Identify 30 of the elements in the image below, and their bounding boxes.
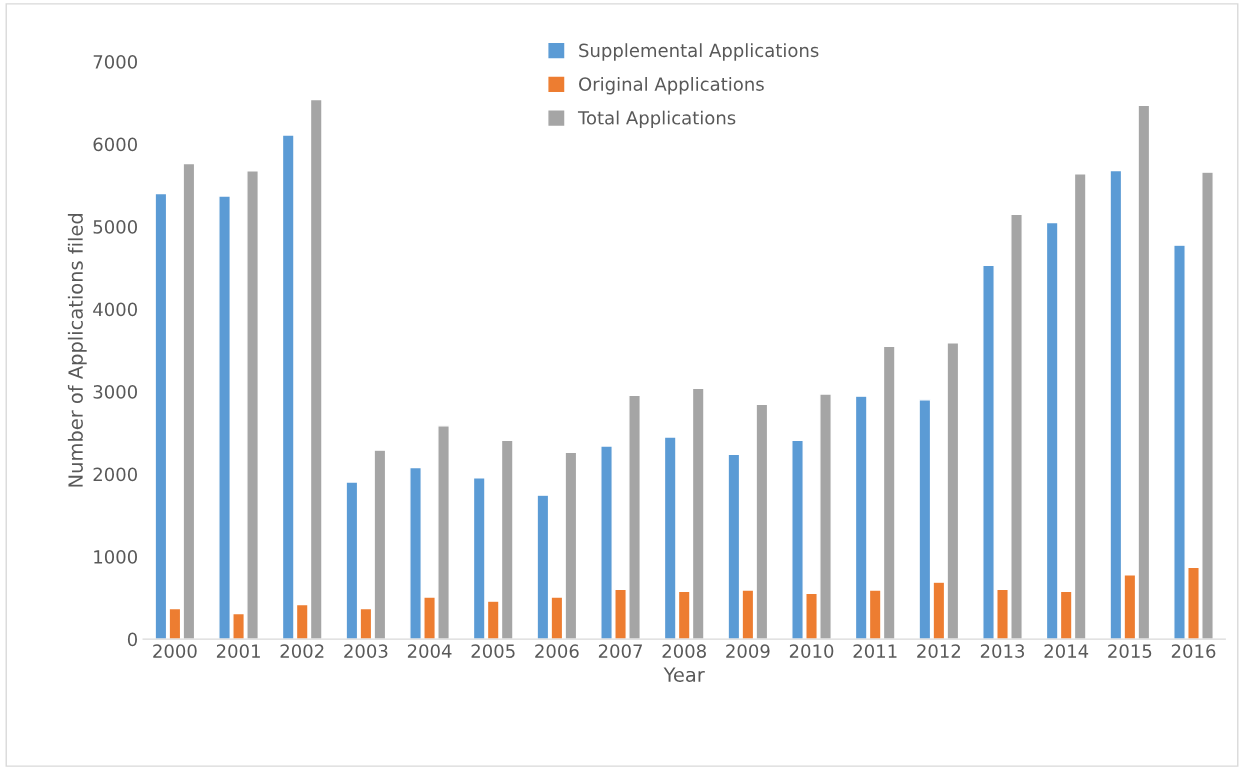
x-tick-label: 2011 (853, 644, 897, 658)
x-tick-label: 2006 (535, 644, 579, 658)
x-tick-label: 2013 (980, 644, 1025, 658)
x-tick-label: 2012 (917, 644, 961, 658)
y-tick-label: 6000 (93, 137, 137, 152)
x-tick-label: 2016 (1171, 644, 1216, 658)
legend-label: Original Applications (579, 76, 764, 95)
x-tick-label: 2014 (1044, 644, 1089, 658)
x-tick-label: 2015 (1108, 644, 1152, 658)
x-tick-label: 2001 (216, 644, 260, 658)
legend-label: Total Applications (577, 110, 736, 129)
x-tick-label: 2004 (407, 644, 452, 658)
x-axis-title: Year (663, 667, 705, 683)
x-tick-label: 2000 (153, 644, 197, 658)
x-tick-label: 2005 (471, 644, 515, 658)
x-tick-label: 2008 (662, 644, 706, 658)
y-tick-label: 7000 (93, 55, 137, 69)
legend-label: Supplemental Applications (579, 43, 819, 61)
y-axis-title: Number of Applications filed (67, 214, 87, 487)
y-tick-label: 4000 (93, 302, 137, 317)
x-tick-label: 2007 (598, 644, 642, 658)
y-tick-label: 0 (127, 632, 137, 647)
y-tick-label: 5000 (93, 220, 137, 234)
x-tick-label: 2009 (726, 644, 770, 658)
x-tick-label: 2002 (280, 644, 324, 658)
x-tick-label: 2003 (344, 644, 388, 658)
y-tick-label: 3000 (93, 385, 137, 399)
y-tick-label: 2000 (93, 467, 137, 482)
y-tick-label: 1000 (94, 550, 137, 564)
x-tick-label: 2010 (789, 644, 834, 658)
